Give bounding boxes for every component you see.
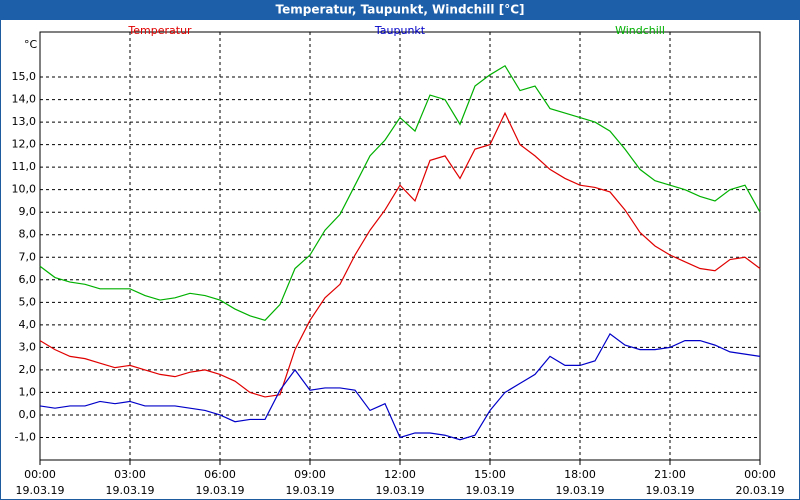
y-tick-label: 14,0 [12,93,37,106]
y-tick-label: 2,0 [19,363,37,376]
y-tick-label: 0,0 [19,408,37,421]
y-tick-label: 5,0 [19,295,37,308]
x-tick-label: 12:00 19.03.19 [376,468,425,497]
x-tick-label: 15:00 19.03.19 [466,468,515,497]
y-tick-label: 10,0 [12,183,37,196]
x-tick-label: 00:00 20.03.19 [736,468,785,497]
x-tick-label: 03:00 19.03.19 [106,468,155,497]
x-tick-label: 06:00 19.03.19 [196,468,245,497]
y-tick-label: 11,0 [12,160,37,173]
legend-label: Windchill [615,24,665,37]
series-line [39,111,761,398]
x-tick-label: 21:00 19.03.19 [646,468,695,497]
y-tick-label: 3,0 [19,340,37,353]
title-bar [0,0,800,20]
y-tick-label: 15,0 [12,70,37,83]
y-tick-label: 8,0 [19,228,37,241]
x-tick-label: 09:00 19.03.19 [286,468,335,497]
x-tick-label: 18:00 19.03.19 [556,468,605,497]
y-tick-label: 12,0 [12,138,37,151]
y-axis-unit: °C [24,38,38,51]
legend-label: Temperatur [127,24,192,37]
y-tick-label: 13,0 [12,115,37,128]
y-tick-label: 7,0 [19,250,37,263]
y-tick-label: -1,0 [15,430,36,443]
legend-label: Taupunkt [374,24,426,37]
y-tick-label: 9,0 [19,205,37,218]
series-line [39,64,761,322]
y-tick-label: 6,0 [19,273,37,286]
x-tick-label: 00:00 19.03.19 [16,468,65,497]
y-tick-label: 4,0 [19,318,37,331]
y-tick-label: 1,0 [19,385,37,398]
series-line [39,332,761,441]
chart-title: Temperatur, Taupunkt, Windchill [°C] [276,3,525,17]
